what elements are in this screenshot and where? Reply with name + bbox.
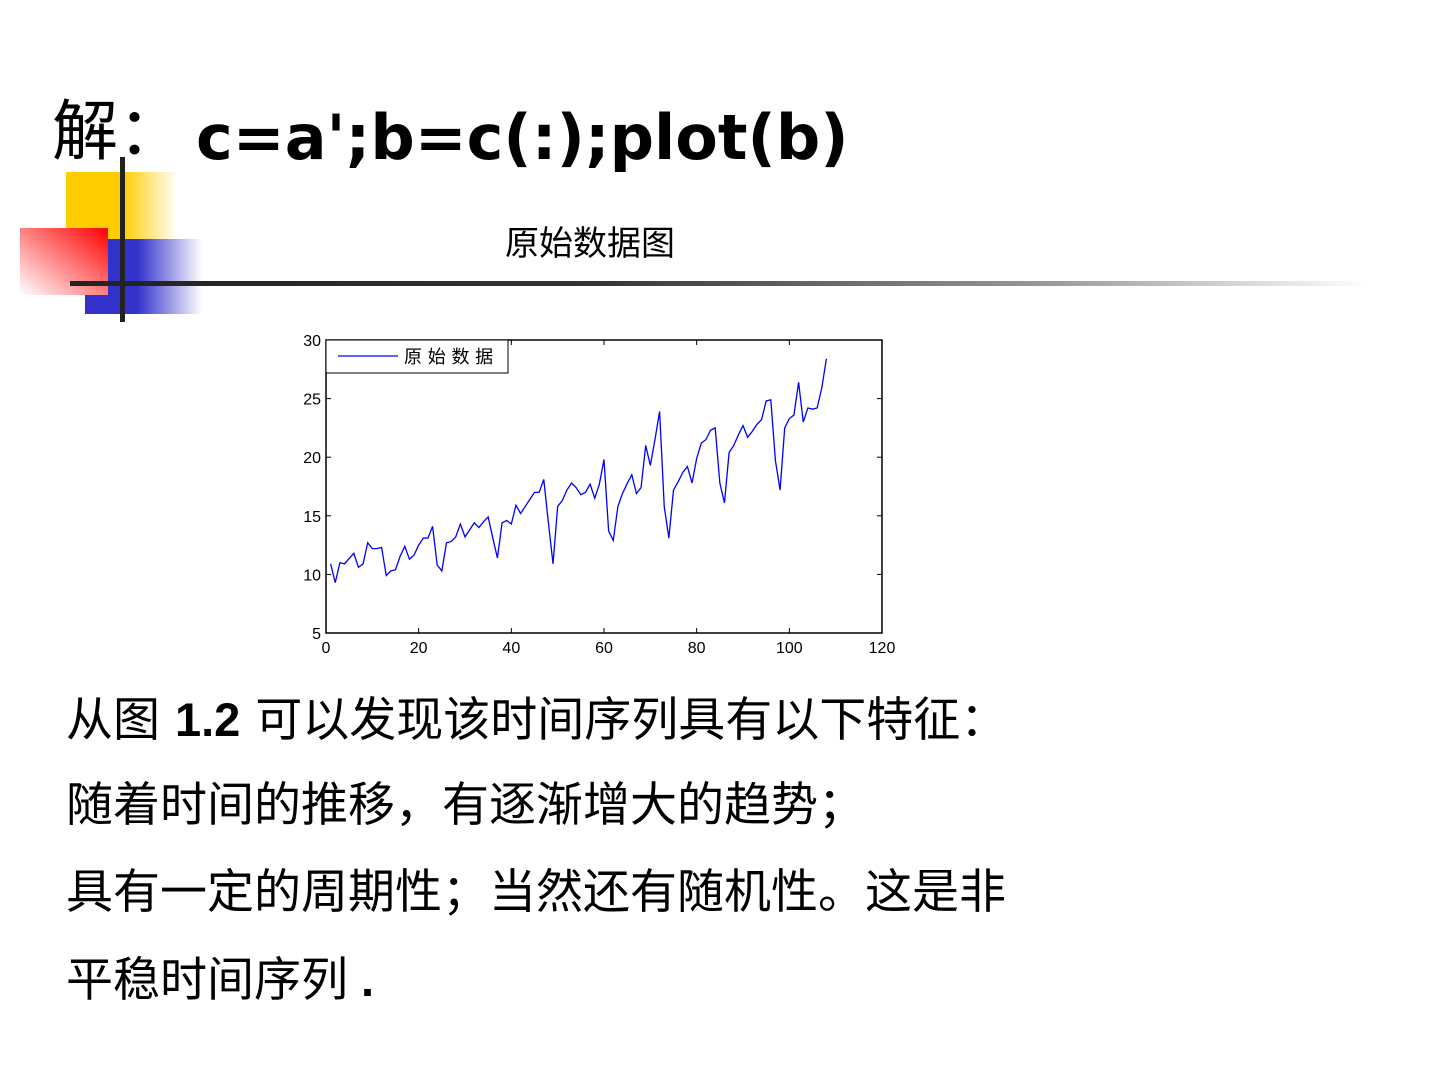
period: . [348,953,375,1006]
paragraph-line-3: 具有一定的周期性；当然还有随机性。这是非 [66,865,1006,920]
text: 从图 [66,693,175,748]
y-tick-label: 20 [303,450,321,467]
x-tick-label: 40 [502,640,520,657]
paragraph-line-4: 平稳时间序列 . [66,950,374,1011]
x-tick-label: 120 [869,640,896,657]
x-tick-label: 0 [322,640,331,657]
y-tick-label: 5 [312,626,321,643]
x-tick-label: 100 [776,640,803,657]
series-line [330,358,828,583]
solution-label: 解： [52,93,184,170]
paragraph-line-1: 从图 1.2 可以发现该时间序列具有以下特征： [66,690,1007,751]
y-tick-label: 30 [303,333,321,350]
line-chart: 0 20 40 60 80 100 120 5 10 15 20 25 30 原 始 数 据 [303,333,896,657]
y-tick-label: 25 [303,392,321,409]
y-tick-label: 15 [303,509,321,526]
y-tick-label: 10 [303,567,321,584]
decor-vertical-line [120,157,125,322]
text: 平稳时间序列 [66,953,348,1008]
x-tick-label: 80 [688,640,706,657]
text: 可以发现该时间序列具有以下特征： [240,693,1008,748]
x-tick-label: 20 [410,640,428,657]
x-tick-label: 60 [595,640,613,657]
paragraph-line-2: 随着时间的推移，有逐渐增大的趋势； [66,778,865,833]
figure-ref: 1.2 [174,693,241,746]
slide-title-code: c=a';b=c(:);plot(b) [196,101,849,174]
chart-title: 原始数据图 [505,224,675,264]
legend-label: 原 始 数 据 [404,347,493,368]
title-divider [70,281,1370,286]
